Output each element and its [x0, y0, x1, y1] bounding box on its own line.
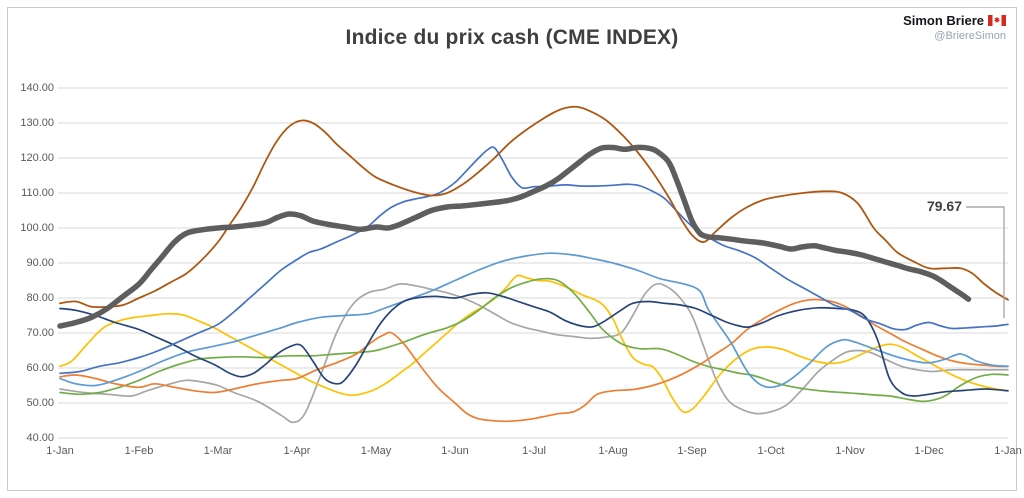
series-line-navy [59, 291, 1009, 397]
x-axis-tick-label: 1-Jan [994, 445, 1022, 457]
y-axis-tick-label: 40.00 [26, 432, 54, 444]
y-axis-tick-label: 120.00 [20, 152, 54, 164]
y-axis-tick-label: 140.00 [20, 82, 54, 94]
y-axis-tick-label: 110.00 [21, 187, 54, 199]
x-axis-tick-label: 1-Jan [46, 445, 74, 457]
x-axis-tick-label: 1-Sep [677, 445, 707, 457]
y-axis-tick-label: 90.00 [26, 257, 54, 269]
series-line-index-thick [57, 144, 972, 329]
x-axis-tick-label: 1-Nov [835, 445, 865, 457]
leader-line [966, 206, 1005, 319]
y-axis-tick-label: 130.00 [20, 117, 54, 129]
x-axis-tick-label: 1-Jul [522, 445, 546, 457]
x-axis-tick-label: 1-Mar [203, 445, 233, 457]
attribution: Simon Briere @BriereSimon [903, 13, 1006, 44]
x-axis-tick-label: 1-May [360, 445, 392, 457]
x-axis-tick-label: 1-Dec [914, 445, 944, 457]
y-axis-tick-label: 70.00 [26, 327, 54, 339]
attribution-name: Simon Briere [903, 13, 984, 28]
x-axis-tick-label: 1-Feb [124, 445, 154, 457]
last-value-label: 79.67 [926, 198, 962, 214]
y-axis-tick-label: 50.00 [26, 397, 54, 409]
canada-flag-icon [988, 14, 1006, 30]
x-axis-tick-label: 1-Apr [283, 445, 311, 457]
attribution-handle: @BriereSimon [934, 30, 1006, 43]
y-axis-tick-label: 60.00 [26, 362, 54, 374]
series-line-light-blue [59, 252, 1009, 389]
y-axis-tick-label: 100.00 [20, 222, 54, 234]
x-axis-tick-label: 1-Aug [598, 445, 628, 457]
series-line-blue [59, 146, 1009, 375]
chart-title: Indice du prix cash (CME INDEX) [345, 26, 679, 49]
attribution-name-row: Simon Briere [903, 13, 1006, 30]
series-line-green [59, 277, 1009, 403]
x-axis-tick-label: 1-Jun [441, 445, 469, 457]
series-line-brown [59, 105, 1009, 309]
y-axis-tick-label: 80.00 [26, 292, 54, 304]
x-axis-tick-label: 1-Oct [757, 445, 785, 457]
series-line-gray [59, 282, 1009, 424]
